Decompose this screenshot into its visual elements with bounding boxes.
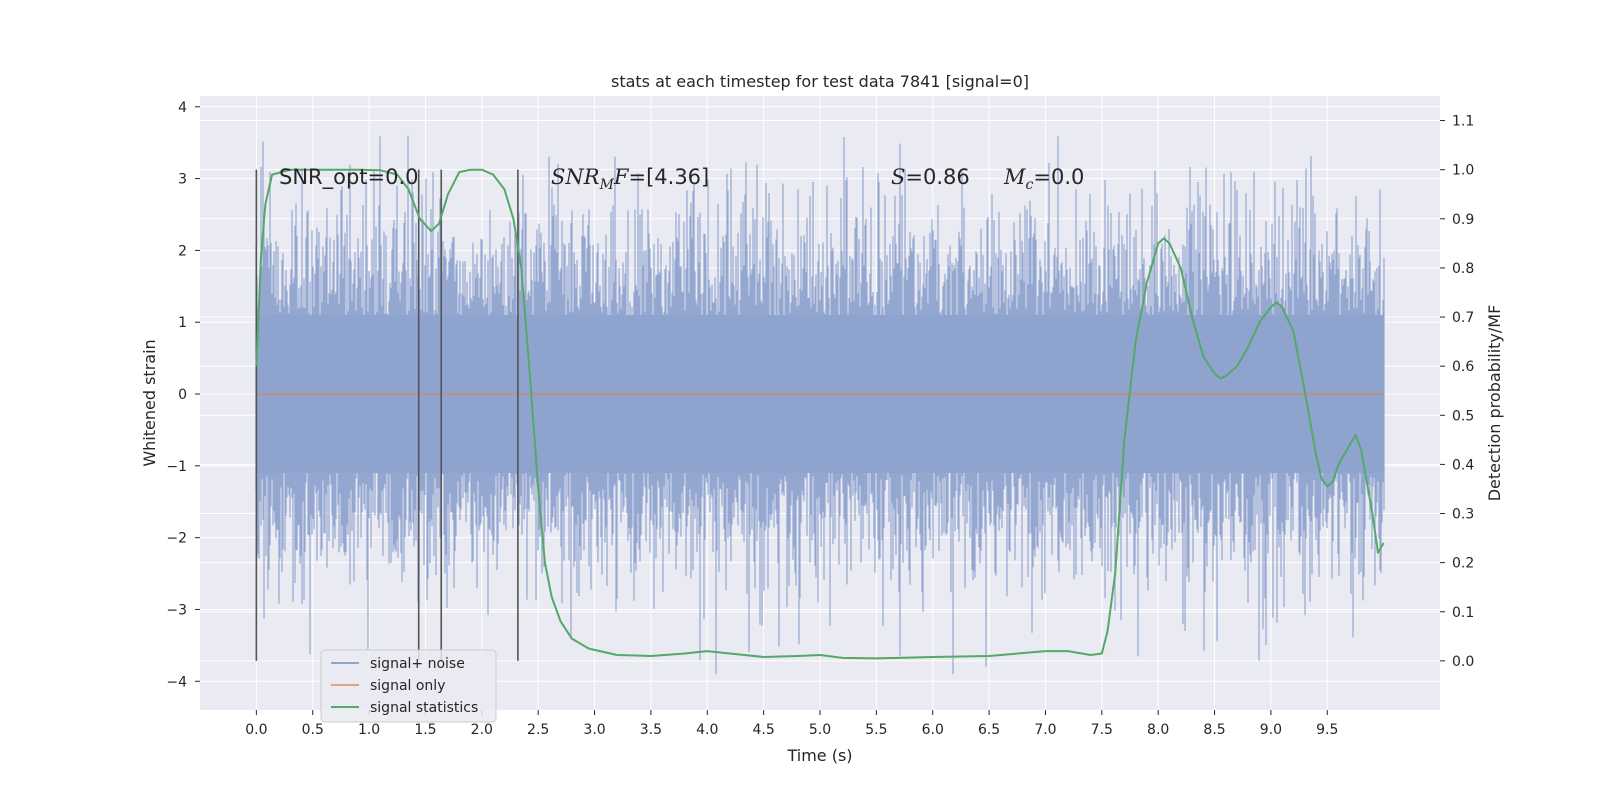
statistics-series — [255, 168, 1385, 660]
annotation-mc: Mc=0.0 — [1003, 165, 1084, 193]
statistics-line — [255, 168, 1385, 660]
x-tick-label: 0.5 — [302, 722, 324, 738]
y2-tick-label: 0.5 — [1452, 408, 1474, 424]
y2-tick-label: 0.0 — [1452, 654, 1474, 670]
y2-tick-label: 0.2 — [1452, 556, 1474, 572]
y-tick-label: 4 — [178, 100, 187, 116]
y2-ticks: 1.1 1.0 0.9 0.8 0.7 0.6 0.5 0.4 0.3 0.2 0.1 0.0 — [1440, 114, 1474, 670]
x-tick-label: 2.0 — [471, 722, 493, 738]
x-tick-label: 8.0 — [1147, 722, 1169, 738]
y2-axis-label: Detection probability/MF — [1485, 305, 1504, 502]
x-tick-label: 7.5 — [1091, 722, 1113, 738]
x-tick-label: 6.5 — [978, 722, 1000, 738]
x-tick-label: 9.0 — [1260, 722, 1282, 738]
y2-tick-label: 0.4 — [1452, 457, 1474, 473]
y2-tick-label: 1.1 — [1452, 114, 1474, 130]
y-axis-label: Whitened strain — [140, 339, 159, 466]
legend: signal+ noise signal only signal statist… — [320, 649, 497, 723]
legend-box — [320, 649, 497, 723]
legend-label-signal-only: signal only — [370, 678, 445, 694]
x-tick-label: 2.5 — [527, 722, 549, 738]
annotation-s: S=0.86 — [891, 165, 970, 189]
x-tick-label: 1.5 — [414, 722, 436, 738]
x-tick-label: 9.5 — [1316, 722, 1338, 738]
x-tick-label: 7.0 — [1034, 722, 1056, 738]
y-tick-label: 0 — [178, 387, 187, 403]
x-tick-label: 5.0 — [809, 722, 831, 738]
x-tick-label: 4.5 — [753, 722, 775, 738]
y-tick-label: −4 — [166, 674, 187, 690]
y2-tick-label: 0.1 — [1452, 605, 1474, 621]
y2-tick-label: 0.7 — [1452, 310, 1474, 326]
y2-tick-label: 0.6 — [1452, 359, 1474, 375]
x-tick-label: 6.0 — [922, 722, 944, 738]
legend-label-noise: signal+ noise — [370, 656, 465, 672]
x-tick-label: 3.0 — [583, 722, 605, 738]
y2-tick-label: 1.0 — [1452, 163, 1474, 179]
x-tick-label: 1.0 — [358, 722, 380, 738]
y2-tick-label: 0.8 — [1452, 261, 1474, 277]
y-tick-label: −3 — [166, 602, 187, 618]
y-tick-label: 3 — [178, 172, 187, 188]
y-tick-label: −2 — [166, 531, 187, 547]
x-tick-label: 8.5 — [1203, 722, 1225, 738]
x-tick-label: 5.5 — [865, 722, 887, 738]
y2-tick-label: 0.9 — [1452, 212, 1474, 228]
annotation-snr-mf: SNRMF=[4.36] — [551, 165, 709, 193]
x-tick-label: 4.0 — [696, 722, 718, 738]
x-axis-label: Time (s) — [786, 746, 852, 765]
y2-tick-label: 0.3 — [1452, 507, 1474, 523]
y-tick-label: −1 — [166, 459, 187, 475]
x-tick-label: 0.0 — [245, 722, 267, 738]
legend-label-statistics: signal statistics — [370, 700, 478, 716]
chart-title: stats at each timestep for test data 784… — [611, 72, 1029, 91]
annotation-snr-opt: SNR_opt=0.0 — [279, 165, 419, 190]
y-tick-label: 2 — [178, 243, 187, 259]
y-tick-label: 1 — [178, 315, 187, 331]
y-ticks: 4 3 2 1 0 −1 −2 −3 −4 — [166, 100, 200, 690]
x-tick-label: 3.5 — [640, 722, 662, 738]
x-ticks: 0.0 0.5 1.0 1.5 2.0 2.5 3.0 3.5 4.0 4.5 5.0 5.5 6.0 6… — [245, 710, 1338, 738]
